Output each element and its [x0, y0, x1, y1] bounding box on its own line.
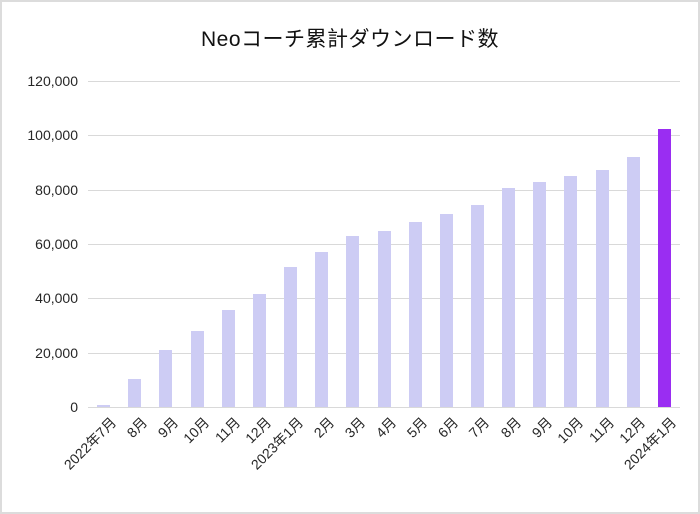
- bar-7月: [470, 205, 484, 407]
- y-axis-label: 40,000: [35, 290, 78, 307]
- chart-title: Neoコーチ累計ダウンロード数: [200, 28, 500, 51]
- bar-6月: [439, 213, 453, 407]
- bar-2022年7月: [97, 405, 111, 407]
- plot-area: [88, 81, 680, 408]
- bar-9月: [159, 349, 173, 407]
- bar-10月: [190, 330, 204, 407]
- bar-12月: [626, 157, 640, 407]
- bar-2024年1月: [657, 128, 671, 407]
- bar-12月: [252, 293, 266, 407]
- bar-4月: [377, 230, 391, 407]
- y-axis-label: 60,000: [35, 236, 78, 252]
- gridline: [88, 135, 680, 137]
- y-axis-label: 100,000: [27, 127, 78, 144]
- bar-2023年1月: [284, 267, 298, 407]
- y-axis-label: 80,000: [35, 181, 78, 198]
- bar-11月: [595, 169, 609, 407]
- y-axis-label: 20,000: [35, 344, 78, 361]
- bar-8月: [128, 379, 142, 407]
- gridline: [88, 189, 680, 191]
- bar-3月: [346, 236, 360, 407]
- bar-2月: [315, 251, 329, 407]
- bar-8月: [502, 187, 516, 407]
- bar-11月: [221, 310, 235, 407]
- x-axis-line: [88, 407, 680, 408]
- y-axis-label: 120,000: [27, 73, 78, 89]
- gridline: [88, 81, 680, 82]
- bar-10月: [564, 176, 578, 407]
- bar-5月: [408, 221, 422, 407]
- bar-9月: [533, 182, 547, 407]
- y-axis-label: 0: [70, 399, 78, 415]
